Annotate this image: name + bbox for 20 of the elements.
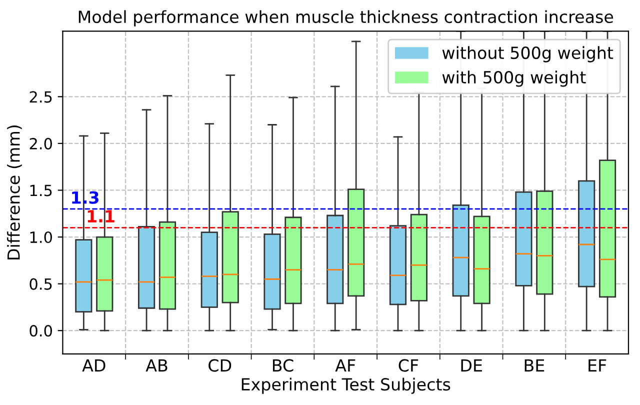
- x-tick-label: EF: [588, 359, 606, 372]
- x-tick-label: AF: [335, 359, 356, 372]
- x-tick-label: AD: [82, 359, 106, 372]
- x-tick-label: AB: [146, 359, 168, 372]
- y-tick-label: 2.0: [30, 138, 52, 150]
- x-tick-label: CD: [208, 359, 232, 372]
- x-tick-label: DE: [461, 359, 482, 372]
- y-tick-label: 1.0: [30, 231, 52, 244]
- x-tick-label: BE: [524, 359, 544, 372]
- chart-title: Model performance when muscle thickness contraction increase: [78, 10, 614, 26]
- y-tick-label: 0.0: [30, 325, 52, 337]
- y-tick-label: 2.5: [30, 91, 52, 103]
- legend-label: with 500g weight: [442, 70, 586, 87]
- y-axis-title: Difference (mm): [7, 126, 22, 260]
- y-tick-label: 0.5: [30, 278, 52, 290]
- y-tick-label: 1.5: [30, 184, 52, 196]
- x-tick-label: BC: [272, 359, 294, 372]
- legend-label: without 500g weight: [442, 46, 614, 62]
- x-tick-label: CF: [398, 359, 418, 372]
- x-axis-title: Experiment Test Subjects: [242, 378, 450, 394]
